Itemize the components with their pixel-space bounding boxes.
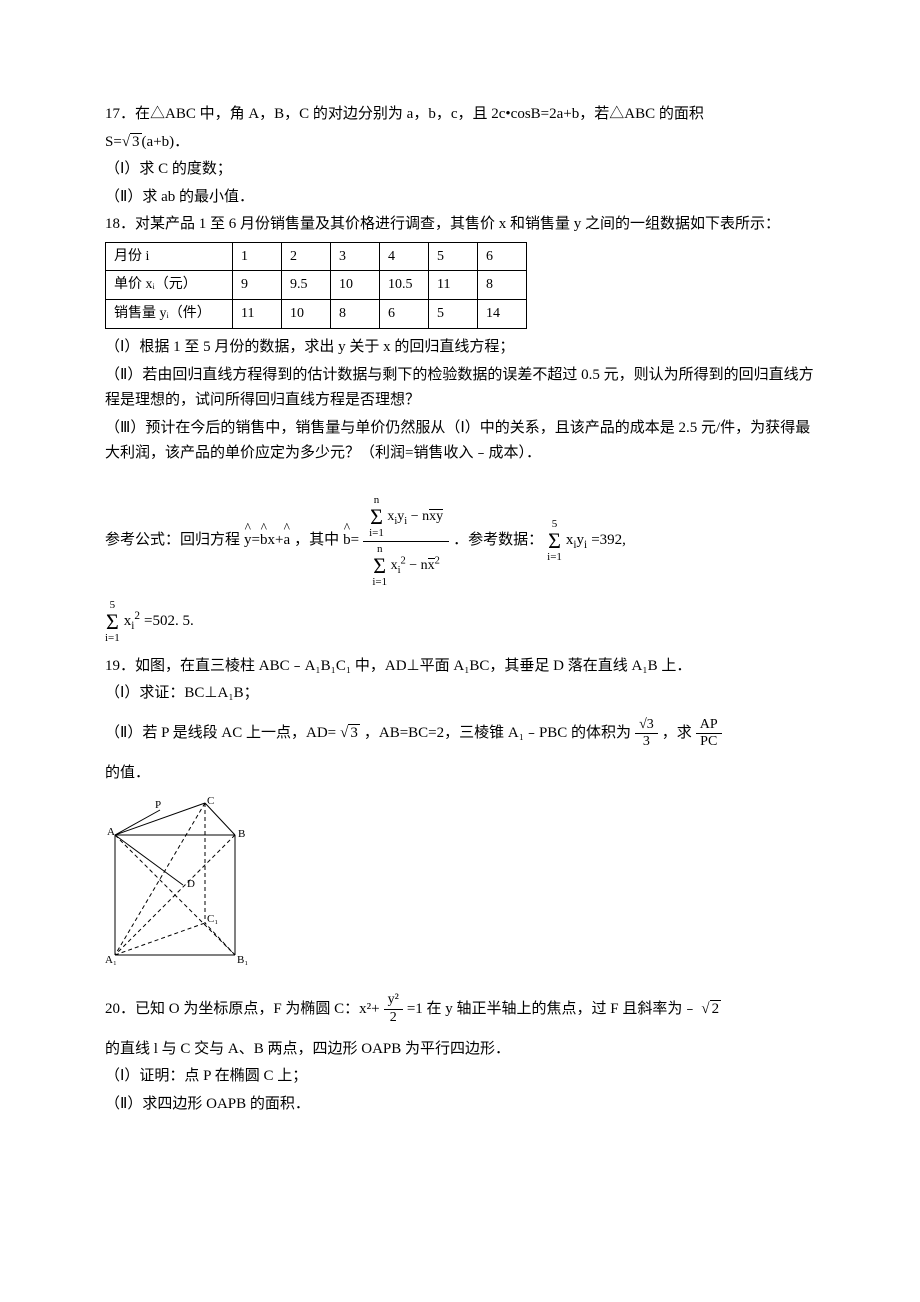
table-row: 单价 xᵢ（元） 9 9.5 10 10.5 11 8 [106,271,527,300]
table-row: 销售量 yᵢ（件） 11 10 8 6 5 14 [106,300,527,329]
cell: 2 [282,242,331,271]
q19-p2-end: 的值． [105,761,815,787]
q18-p2: （Ⅱ）若由回归直线方程得到的估计数据与剩下的检验数据的误差不超过 0.5 元，则… [105,363,815,414]
q18-intro: 18．对某产品 1 至 6 月份销售量及其价格进行调查，其售价 x 和销售量 y… [105,212,815,238]
q20-p2: （Ⅱ）求四边形 OAPB 的面积． [105,1092,815,1118]
q20-line1-pre: 20．已知 O 为坐标原点，F 为椭圆 C：x²+ [105,997,380,1023]
diagram-label-P: P [155,799,161,811]
cell: 5 [429,242,478,271]
q17-line1: 17．在△ABC 中，角 A，B，C 的对边分别为 a，b，c，且 2c•cos… [105,102,815,128]
cell-label: 销售量 yᵢ（件） [106,300,233,329]
formula-pre: 参考公式：回归方程 [105,528,240,554]
b-hat: b= [343,528,359,554]
data1-val: =392, [591,528,626,554]
q18-formula: 参考公式：回归方程 y=bx+a，其中 b= nΣi=1 xiyi − nxy … [105,493,815,590]
diagram-label-D: D [187,878,195,890]
diagram-label-B1: B₁ [237,954,248,965]
cell: 3 [331,242,380,271]
regression-eq: y=bx+a [244,528,290,554]
cell: 6 [478,242,527,271]
q17-line2-post: (a+b)． [142,134,190,150]
q17-part2: （Ⅱ）求 ab 的最小值． [105,185,815,211]
cell-label: 单价 xᵢ（元） [106,271,233,300]
q18-table: 月份 i 1 2 3 4 5 6 单价 xᵢ（元） 9 9.5 10 10.5 … [105,242,527,329]
prism-diagram-svg: A B C P D A₁ B₁ C₁ [105,795,255,965]
cell: 8 [331,300,380,329]
q19-p2-mid2: ，求 [662,721,692,747]
cell: 11 [429,271,478,300]
q19-p1: （Ⅰ）求证：BC⊥A₁B； [105,681,815,707]
cell: 4 [380,242,429,271]
q19-diagram: A B C P D A₁ B₁ C₁ [105,795,815,975]
cell: 1 [233,242,282,271]
data1-term: xiyi [566,528,587,555]
sqrt-icon: 3 [340,721,360,747]
fraction: √3 3 [635,717,658,752]
cell: 10.5 [380,271,429,300]
sigma-icon: nΣi=1 [372,544,387,588]
sqrt-icon: 3 [122,130,142,156]
q20-line1-mid: =1 在 y 轴正半轴上的焦点，过 F 且斜率为﹣ [407,997,698,1023]
cell: 10 [282,300,331,329]
q18-p3: （Ⅲ）预计在今后的销售中，销售量与单价仍然服从（Ⅰ）中的关系，且该产品的成本是 … [105,416,815,467]
q20-p1: （Ⅰ）证明：点 P 在椭圆 C 上； [105,1064,815,1090]
cell: 6 [380,300,429,329]
cell: 11 [233,300,282,329]
diagram-label-C1: C₁ [207,913,218,925]
q20-line1: 20．已知 O 为坐标原点，F 为椭圆 C：x²+ y² 2 =1 在 y 轴正… [105,992,815,1027]
sigma-icon: nΣi=1 [369,495,384,539]
q19-p2: （Ⅱ）若 P 是线段 AC 上一点，AD=3，AB=BC=2，三棱锥 A₁﹣PB… [105,717,815,752]
fraction: y² 2 [384,992,403,1027]
cell: 9.5 [282,271,331,300]
q17-part1: （Ⅰ）求 C 的度数； [105,157,815,183]
data2-val: =502. 5. [144,609,194,635]
q20-line2: 的直线 l 与 C 交与 A、B 两点，四边形 OAPB 为平行四边形． [105,1037,815,1063]
sqrt-icon: 2 [701,997,721,1023]
fraction: AP PC [696,717,722,752]
cell: 5 [429,300,478,329]
q18-p1: （Ⅰ）根据 1 至 5 月份的数据，求出 y 关于 x 的回归直线方程； [105,335,815,361]
cell-header: 月份 i [106,242,233,271]
sigma-icon: 5Σi=1 [105,600,120,644]
diagram-label-A: A [107,826,115,838]
formula-mid: ，其中 [294,528,339,554]
sigma-icon: 5Σi=1 [547,519,562,563]
q19-p2-pre: （Ⅱ）若 P 是线段 AC 上一点，AD= [105,721,336,747]
q19-p2-mid: ，AB=BC=2，三棱锥 A₁﹣PBC 的体积为 [364,721,631,747]
q17-line2: S=3(a+b)． [105,130,815,156]
formula-post: ．参考数据： [453,528,543,554]
table-row: 月份 i 1 2 3 4 5 6 [106,242,527,271]
q19-line1: 19．如图，在直三棱柱 ABC﹣A₁B₁C₁ 中，AD⊥平面 A₁BC，其垂足 … [105,654,815,680]
cell: 14 [478,300,527,329]
b-formula-frac: nΣi=1 xiyi − nxy nΣi=1 xi2 − nx2 [363,493,449,590]
data2-term: xi2 [124,607,140,636]
diagram-label-A1: A₁ [105,954,117,965]
cell: 8 [478,271,527,300]
diagram-label-C: C [207,795,214,807]
cell: 9 [233,271,282,300]
q18-formula-data2: 5Σi=1 xi2=502. 5. [105,600,815,644]
cell: 10 [331,271,380,300]
q17-line2-pre: S= [105,134,122,150]
diagram-label-B: B [238,828,245,840]
